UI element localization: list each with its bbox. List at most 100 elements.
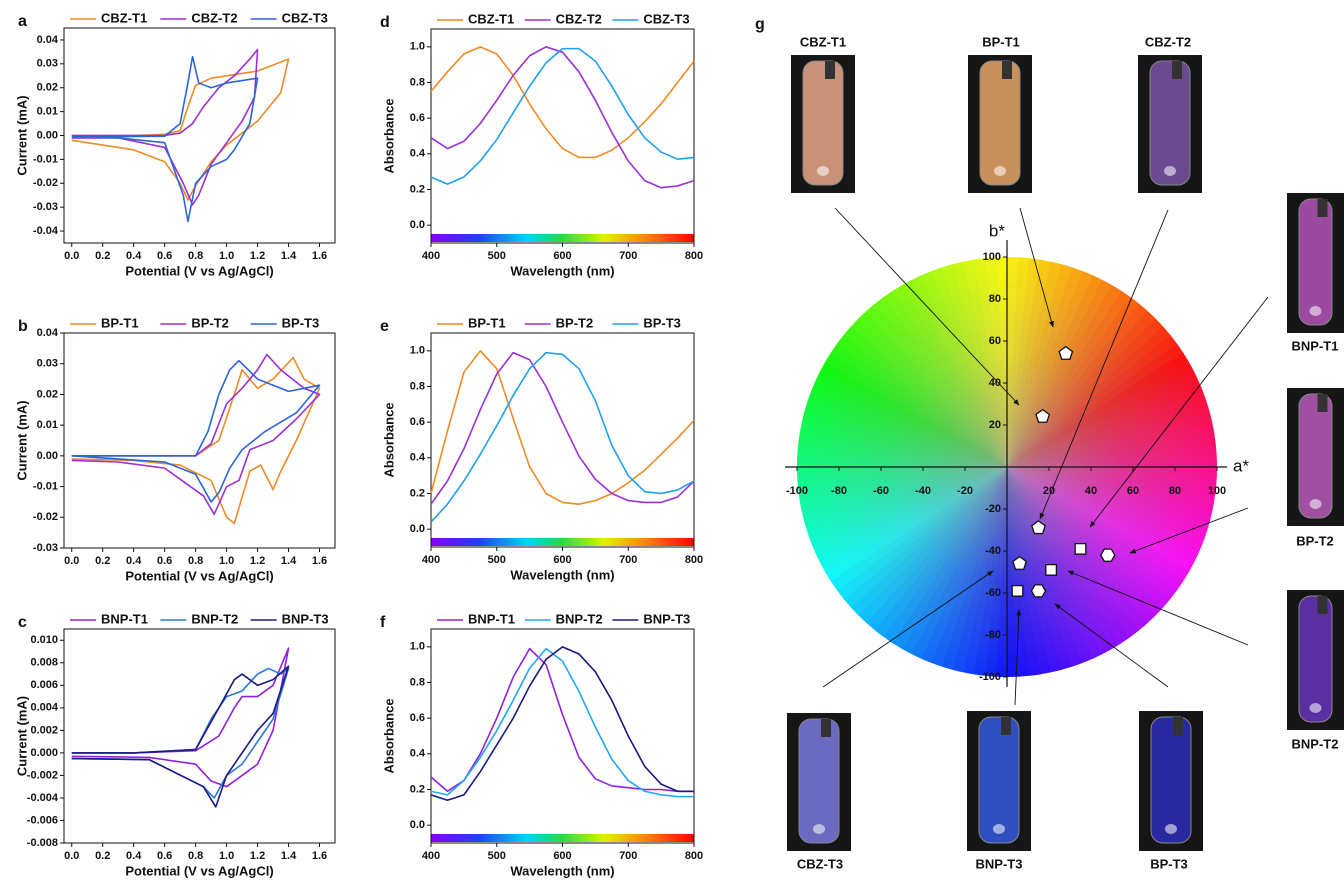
photo-vial [1298,198,1333,326]
y-tick-label: -0.004 [27,792,59,804]
spectrum-bar [431,834,694,842]
series-line [430,351,695,505]
y-tick-label: 0.6 [410,712,425,724]
x-tick-label: 400 [422,850,440,862]
y-tick-label: 0.4 [410,148,426,160]
x-tick-label: 1.2 [250,850,265,862]
x-tick-label: 1.4 [281,555,297,567]
photo-vial-cap [1317,394,1328,412]
y-tick-label: 60 [989,335,1001,347]
y-tick-label: 0.2 [410,183,425,195]
photo-label: BNP-T3 [976,856,1023,871]
y-tick-label: -0.008 [27,837,58,849]
series-line [430,351,695,523]
x-tick-label: 700 [619,250,637,262]
photo-label: BNP-T1 [1292,338,1339,353]
x-tick-label: 1.2 [250,250,265,262]
y-tick-label: 0.0 [410,523,425,535]
arrow [1014,609,1022,706]
x-tick-label: 1.0 [219,555,234,567]
arrow [1054,603,1169,688]
x-tick-label: 1.2 [250,555,265,567]
y-tick-label: 0.02 [37,82,58,94]
y-tick-label: 1.0 [410,41,425,53]
x-axis-label: Potential (V vs Ag/AgCl) [125,263,273,278]
photo-label: BP-T3 [1150,856,1188,871]
x-tick-label: 1.4 [281,250,297,262]
series-line [71,665,290,808]
photo-vial [1150,716,1192,844]
x-tick-label: 80 [1169,485,1181,497]
point [1100,548,1116,562]
x-tick-label: 0.4 [126,555,142,567]
series-line [71,58,290,201]
y-tick-label: -0.03 [33,201,58,213]
x-tick-label: 0.8 [188,850,203,862]
y-axis-label: Current (mA) [14,696,29,776]
series-line [430,47,695,185]
series-line [430,46,695,159]
arrow [834,207,1020,406]
y-tick-label: 0.002 [30,724,58,736]
legend-label: BNP-T2 [191,611,238,626]
y-tick-label: -60 [985,587,1001,599]
plot-frame [430,332,695,548]
y-tick-label: -40 [985,545,1001,557]
x-tick-label: 1.6 [312,850,327,862]
x-tick-label: 500 [488,850,506,862]
y-tick-label: 0.4 [410,748,426,760]
y-axis-label: Absorbance [381,98,396,173]
x-axis-label: a* [1233,456,1249,475]
photo-vial [798,718,840,844]
photo-glow [1165,824,1177,834]
panel-letter: a [18,13,27,30]
y-tick-label: 0.01 [37,106,58,118]
y-tick-label: 0.2 [410,487,425,499]
y-tick-label: -100 [979,671,1001,683]
y-tick-label: 0.000 [30,747,58,759]
y-tick-label: -0.01 [33,153,58,165]
y-tick-label: 0.00 [37,129,58,141]
arrow [822,570,994,688]
point [1030,584,1047,598]
series-line [71,667,290,799]
photo-vial-cap [1002,61,1012,79]
legend-label: CBZ-T1 [101,10,147,25]
plot-frame [63,628,336,844]
photo-vial [1298,393,1333,519]
series-line [71,647,290,788]
y-tick-label: -80 [985,629,1001,641]
x-tick-label: 0.8 [188,250,203,262]
y-tick-label: 0.008 [30,657,58,669]
legend-label: CBZ-T2 [191,10,237,25]
photo-vial-cap [1001,717,1011,735]
photo-glow [993,824,1005,834]
arrow [1089,296,1269,528]
y-tick-label: 0.00 [37,450,58,462]
x-tick-label: 500 [488,250,506,262]
panel-letter: b [18,318,28,335]
x-tick-label: -100 [786,485,808,497]
legend-label: BP-T3 [643,315,681,330]
legend-label: BNP-T3 [282,611,329,626]
photo-glow [994,166,1006,176]
x-tick-label: 800 [685,250,703,262]
panel-letter: c [18,614,27,631]
y-tick-label: 0.03 [37,58,58,70]
y-tick-label: 20 [989,419,1001,431]
x-tick-label: 600 [553,554,571,566]
x-tick-label: 0.6 [157,250,172,262]
x-tick-label: 1.0 [219,850,234,862]
series-line [430,350,695,505]
photo-vial-cap [1173,717,1183,735]
photo-glow [1309,499,1322,509]
legend-label: CBZ-T2 [556,11,602,26]
photo-glow [817,166,829,176]
arrow [1019,207,1054,328]
point [1074,542,1087,555]
photo-label: CBZ-T2 [1145,34,1191,49]
point [1012,555,1028,570]
y-tick-label: 0.0 [410,819,425,831]
photo-glow [1309,703,1322,713]
